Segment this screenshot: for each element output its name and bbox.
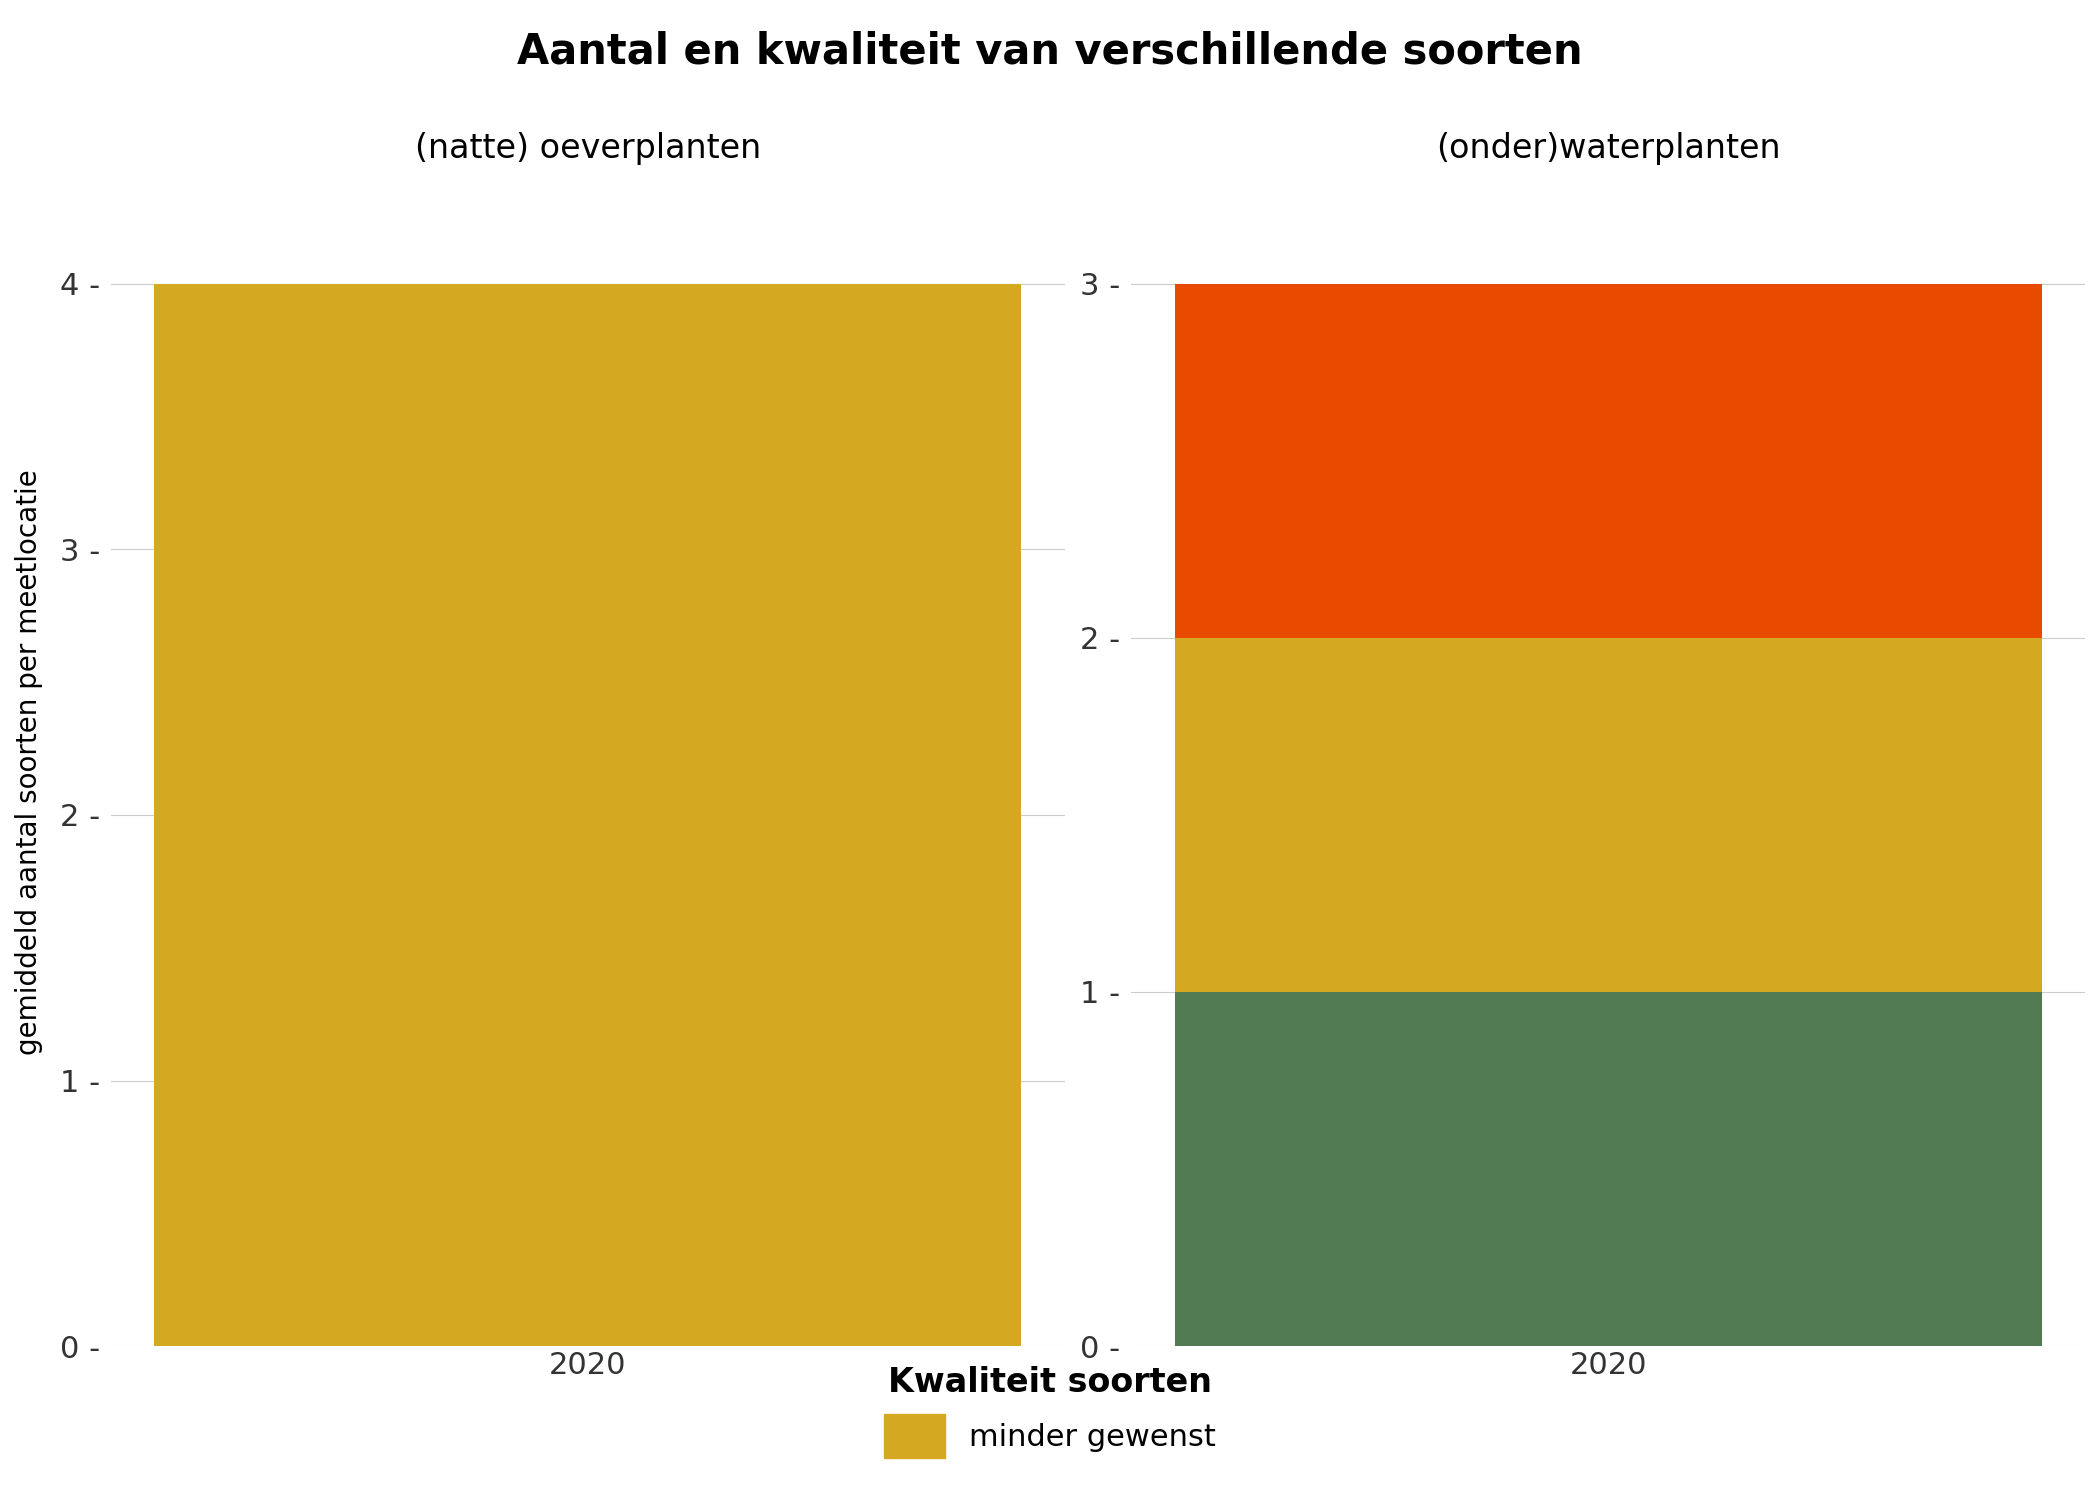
- Bar: [1174, 992, 2041, 1346]
- Legend: minder gewenst: minder gewenst: [872, 1354, 1228, 1470]
- Bar: [1174, 638, 2041, 992]
- Bar: [1174, 284, 2041, 638]
- Text: Aantal en kwaliteit van verschillende soorten: Aantal en kwaliteit van verschillende so…: [517, 30, 1583, 72]
- Y-axis label: gemiddeld aantal soorten per meetlocatie: gemiddeld aantal soorten per meetlocatie: [15, 470, 42, 1054]
- Title: (onder)waterplanten: (onder)waterplanten: [1436, 132, 1781, 165]
- Title: (natte) oeverplanten: (natte) oeverplanten: [416, 132, 760, 165]
